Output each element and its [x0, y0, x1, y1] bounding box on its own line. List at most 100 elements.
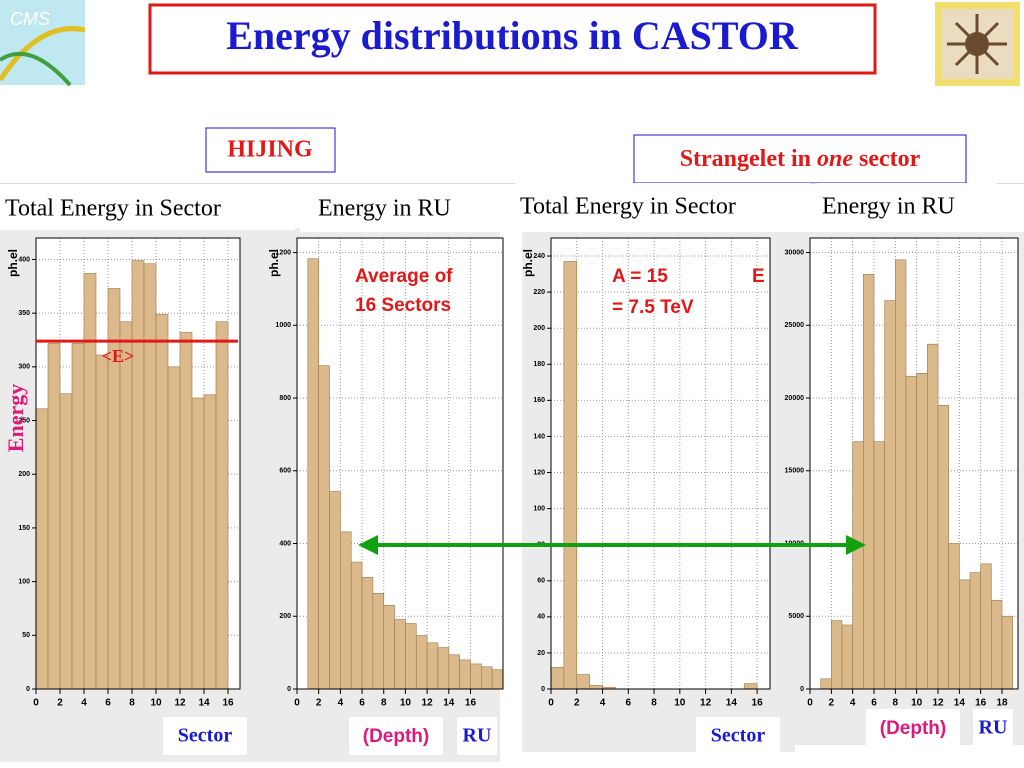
annotation: A = 15 — [612, 266, 668, 287]
bar — [307, 258, 319, 690]
y-tick-label: 20000 — [785, 395, 805, 402]
x-axis-label: Sector — [711, 725, 766, 747]
x-tick-label: 6 — [871, 698, 877, 709]
plot-frame — [35, 237, 241, 690]
y-axis-label: ph.el — [521, 249, 535, 277]
x-tick-label: 10 — [400, 698, 412, 709]
bar — [340, 531, 352, 690]
bar — [167, 366, 181, 690]
header-bg — [313, 185, 493, 230]
y-tick-label: 400 — [279, 540, 291, 547]
y-tick-label: 300 — [18, 364, 30, 371]
label-bg — [973, 709, 1013, 747]
x-tick-label: 8 — [381, 698, 387, 709]
y-tick-label: 5000 — [788, 613, 804, 620]
x-axis-label: Sector — [178, 725, 233, 747]
y-tick-label: 140 — [533, 433, 545, 440]
y-tick-label: 600 — [279, 468, 291, 475]
x-tick-label: 6 — [359, 698, 365, 709]
panel-header: Total Energy in Sector — [520, 194, 736, 220]
y-tick-label: 0 — [26, 686, 30, 693]
x-tick-label: 8 — [651, 698, 657, 709]
header-bg — [515, 183, 810, 228]
bar — [491, 669, 504, 690]
bar — [470, 663, 482, 690]
bar — [895, 259, 907, 690]
x-tick-label: 0 — [807, 698, 813, 709]
panel-header: Energy in RU — [822, 194, 955, 220]
bar — [437, 647, 450, 690]
plot-frame — [550, 237, 771, 690]
y-tick-label: 100 — [18, 578, 30, 585]
y-tick-label: 60 — [537, 578, 545, 585]
bar — [481, 666, 493, 690]
bar — [329, 491, 341, 690]
bar — [937, 405, 949, 690]
x-tick-label: 4 — [338, 698, 344, 709]
strangelet-box — [633, 134, 967, 184]
bar — [1001, 615, 1013, 690]
svg-text:CMS: CMS — [10, 9, 50, 29]
annotation: E — [752, 266, 765, 287]
y-tick-label: 1000 — [275, 322, 291, 329]
y-tick-label: 0 — [800, 686, 804, 693]
bar — [394, 619, 406, 690]
x-tick-label: 6 — [626, 698, 632, 709]
x-tick-label: 16 — [465, 698, 477, 709]
x-tick-label: 0 — [548, 698, 554, 709]
bar — [743, 683, 758, 690]
bar — [589, 685, 603, 690]
divider — [0, 183, 1024, 184]
bar — [563, 261, 578, 690]
x-tick-label: 2 — [829, 698, 835, 709]
hijing: HIJING — [227, 137, 313, 163]
y-tick-label: 150 — [18, 525, 30, 532]
y-tick-label: 40 — [537, 614, 545, 621]
bar — [131, 260, 145, 690]
mean-label: <E> — [102, 346, 135, 366]
bar — [215, 321, 229, 690]
x-tick-label: 4 — [600, 698, 606, 709]
label-bg — [163, 717, 247, 755]
bar — [361, 577, 374, 690]
x-tick-label: 10 — [911, 698, 923, 709]
y-tick-label: 220 — [533, 289, 545, 296]
y-tick-label: 25000 — [785, 322, 805, 329]
y-tick-label: 1200 — [275, 249, 291, 256]
y-tick-label: 160 — [533, 397, 545, 404]
bar — [873, 441, 885, 690]
x-axis-label: RU — [463, 725, 492, 747]
bar — [405, 623, 417, 690]
strangelet-part: sector — [859, 146, 921, 172]
bar — [841, 624, 853, 690]
bar — [59, 393, 73, 690]
bar — [550, 667, 565, 690]
label-bg — [696, 717, 780, 755]
x-tick-label: 14 — [198, 698, 210, 709]
bar — [383, 605, 395, 690]
x-tick-label: 0 — [294, 698, 300, 709]
bar — [980, 563, 992, 690]
y-tick-label: 180 — [533, 361, 545, 368]
x-tick-label: 12 — [700, 698, 712, 709]
x-tick-label: 12 — [174, 698, 186, 709]
y-axis-label: ph.el — [267, 249, 281, 277]
bar — [179, 332, 193, 690]
x-tick-label: 0 — [33, 698, 39, 709]
bar — [959, 579, 971, 690]
label-bg — [457, 717, 497, 755]
cms-logo: CMS — [0, 0, 86, 87]
x-tick-label: 4 — [850, 698, 856, 709]
bar — [948, 543, 960, 690]
plot-frame — [296, 237, 504, 690]
annotation: 16 Sectors — [355, 295, 451, 316]
x-tick-label: 2 — [574, 698, 580, 709]
x-tick-label: 14 — [726, 698, 738, 709]
label-bg — [349, 717, 443, 755]
panel-header: Total Energy in Sector — [5, 196, 221, 222]
bar — [991, 599, 1003, 690]
x-tick-label: 12 — [932, 698, 944, 709]
x-axis-label: (Depth) — [363, 726, 429, 747]
bar — [203, 394, 217, 690]
